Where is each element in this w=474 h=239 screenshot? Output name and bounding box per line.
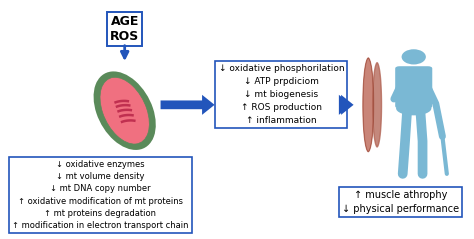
Text: ↓ oxidative enzymes
↓ mt volume density
↓ mt DNA copy number
↑ oxidative modific: ↓ oxidative enzymes ↓ mt volume density … [12,160,189,230]
Polygon shape [363,58,374,152]
Text: ↑ muscle athrophy
↓ physical performance: ↑ muscle athrophy ↓ physical performance [342,190,459,214]
Ellipse shape [401,49,426,65]
Text: ↓ oxidative phosphorilation
↓ ATP prpdiciom
↓ mt biogenesis
↑ ROS production
↑ i: ↓ oxidative phosphorilation ↓ ATP prpdic… [219,64,344,125]
Ellipse shape [93,71,156,150]
Ellipse shape [396,101,431,115]
FancyBboxPatch shape [395,66,432,108]
Text: AGE
ROS: AGE ROS [110,15,139,43]
Polygon shape [373,63,382,147]
Ellipse shape [100,77,149,144]
